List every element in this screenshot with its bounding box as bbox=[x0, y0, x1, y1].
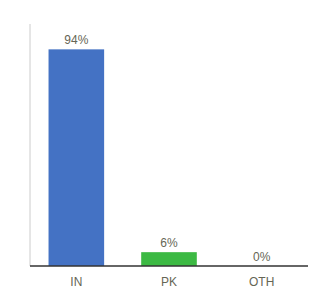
x-tick-label: IN bbox=[70, 275, 82, 289]
x-tick-label: PK bbox=[161, 275, 177, 289]
bar bbox=[49, 49, 105, 266]
chart-container: 94% 6% 0% IN PK OTH bbox=[0, 0, 320, 300]
y-axis-line bbox=[30, 24, 31, 266]
x-axis-line bbox=[30, 265, 308, 267]
x-tick-label: OTH bbox=[249, 275, 274, 289]
data-label: 94% bbox=[64, 33, 88, 47]
chart: 94% 6% 0% IN PK OTH bbox=[0, 0, 320, 300]
bars bbox=[49, 49, 197, 266]
data-label: 6% bbox=[160, 236, 178, 250]
bar bbox=[141, 252, 197, 266]
data-label: 0% bbox=[253, 250, 271, 264]
